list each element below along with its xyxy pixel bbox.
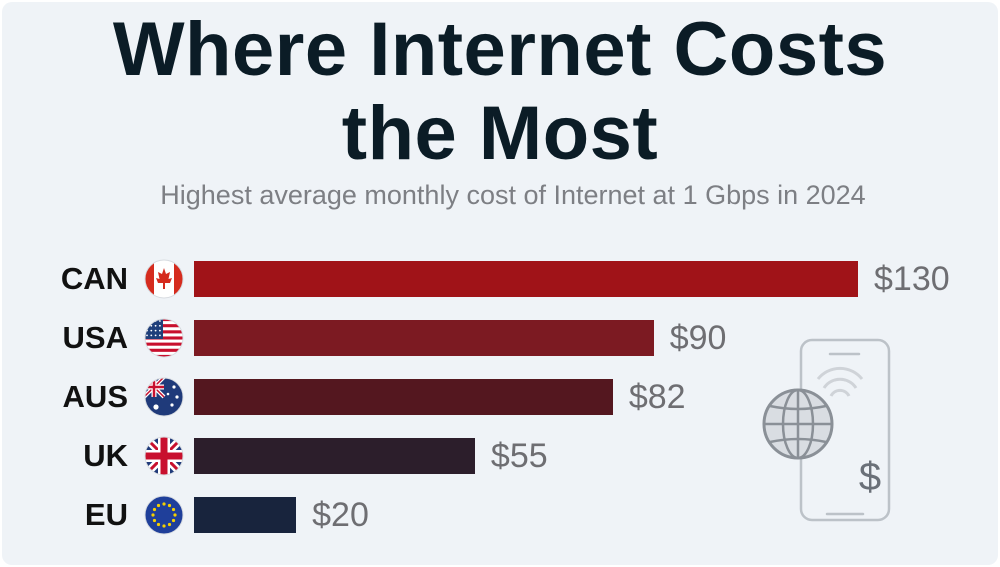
category-label: AUS (62, 379, 128, 414)
category-label: CAN (60, 261, 128, 296)
value-label: $20 (312, 496, 369, 534)
value-label: $55 (490, 437, 548, 475)
bar (194, 438, 475, 474)
bar (194, 379, 613, 415)
category-label: UK (83, 438, 128, 473)
category-label: USA (62, 320, 128, 355)
bar (194, 261, 858, 297)
dollar-symbol: $ (859, 455, 881, 499)
bar (194, 497, 297, 533)
usa-flag-icon (144, 318, 184, 358)
chart-title-line-2: the Most (341, 91, 659, 176)
value-label: $82 (628, 378, 686, 416)
smartphone-globe-dollar-icon: $ (762, 338, 891, 522)
canada-flag-icon (144, 259, 184, 299)
uk-flag-icon (144, 436, 184, 476)
eu-flag-icon (144, 495, 184, 535)
chart-title-line-1: Where Internet Costs (112, 7, 888, 92)
australia-flag-icon (144, 377, 184, 417)
category-label: EU (84, 497, 128, 532)
chart-subtitle: Highest average monthly cost of Internet… (160, 180, 866, 210)
bar (194, 320, 654, 356)
value-label: $90 (669, 319, 727, 357)
value-label: $130 (874, 260, 950, 298)
